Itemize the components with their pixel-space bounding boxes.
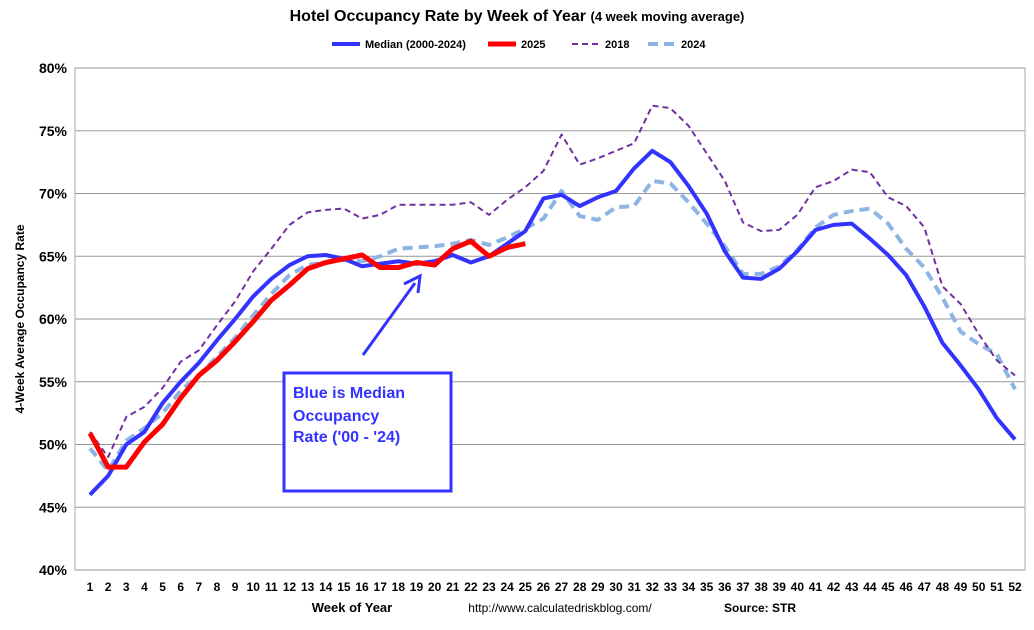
- x-tick-label: 38: [754, 580, 768, 594]
- x-tick-label: 41: [809, 580, 823, 594]
- url-note: http://www.calculatedriskblog.com/: [468, 601, 652, 615]
- x-tick-label: 7: [195, 580, 202, 594]
- y-tick-label: 80%: [39, 60, 68, 76]
- y-axis-label: 4-Week Average Occupancy Rate: [13, 224, 27, 413]
- x-tick-label: 5: [159, 580, 166, 594]
- x-tick-label: 21: [446, 580, 460, 594]
- x-tick-label: 39: [773, 580, 787, 594]
- legend-label: 2025: [521, 39, 545, 51]
- x-tick-label: 11: [265, 580, 278, 594]
- x-tick-label: 43: [845, 580, 859, 594]
- x-tick-label: 17: [374, 580, 388, 594]
- annotation-arrow: [361, 282, 417, 356]
- x-tick-label: 14: [319, 580, 333, 594]
- legend-label: Median (2000-2024): [365, 39, 466, 51]
- x-tick-label: 10: [247, 580, 261, 594]
- x-tick-label: 51: [990, 580, 1004, 594]
- x-tick-label: 46: [899, 580, 913, 594]
- x-tick-label: 2: [105, 580, 112, 594]
- annotation-box: [282, 371, 453, 493]
- x-axis-label: Week of Year: [312, 600, 392, 615]
- series-line-2018: [89, 104, 1016, 459]
- x-tick-label: 3: [123, 580, 130, 594]
- x-tick-label: 40: [791, 580, 805, 594]
- x-tick-label: 49: [954, 580, 968, 594]
- arrow-head-icon: [403, 273, 422, 294]
- x-tick-label: 42: [827, 580, 841, 594]
- x-tick-label: 28: [573, 580, 587, 594]
- x-tick-label: 31: [627, 580, 641, 594]
- series-line-2024: [88, 178, 1017, 473]
- x-tick-label: 16: [355, 580, 369, 594]
- x-tick-label: 35: [700, 580, 714, 594]
- annotation-line-3: Rate ('00 - '24): [293, 429, 400, 446]
- x-tick-label: 36: [718, 580, 732, 594]
- x-tick-label: 50: [972, 580, 986, 594]
- series-lines: [87, 104, 1017, 497]
- y-tick-label: 70%: [39, 186, 68, 202]
- x-axis-ticks: 1 2 3 4 5 6 7 8 9 10 11 12 13 14 15 16 17 18 19 20 21 22 23 24 2…: [87, 580, 1022, 594]
- x-tick-label: 12: [283, 580, 297, 594]
- x-tick-label: 33: [664, 580, 678, 594]
- x-tick-label: 26: [537, 580, 551, 594]
- x-tick-label: 27: [555, 580, 569, 594]
- x-tick-label: 8: [214, 580, 221, 594]
- x-tick-label: 45: [881, 580, 895, 594]
- series-line-2025: [87, 238, 526, 470]
- x-tick-label: 13: [301, 580, 315, 594]
- legend-label: 2018: [605, 39, 629, 51]
- y-tick-label: 60%: [39, 311, 68, 327]
- x-tick-label: 18: [392, 580, 406, 594]
- x-tick-label: 24: [500, 580, 514, 594]
- legend: Median (2000-2024) 2025 2018 2024: [332, 39, 706, 51]
- y-tick-label: 50%: [39, 437, 68, 453]
- x-tick-label: 19: [410, 580, 424, 594]
- x-tick-label: 34: [682, 580, 696, 594]
- source-note: Source: STR: [724, 601, 796, 615]
- x-tick-label: 29: [591, 580, 605, 594]
- x-tick-label: 47: [918, 580, 932, 594]
- x-tick-label: 25: [519, 580, 533, 594]
- x-tick-label: 4: [141, 580, 148, 594]
- y-tick-label: 45%: [39, 499, 68, 515]
- y-tick-label: 55%: [39, 374, 68, 390]
- x-tick-label: 37: [736, 580, 750, 594]
- x-tick-label: 1: [87, 580, 94, 594]
- x-tick-label: 44: [863, 580, 877, 594]
- x-tick-label: 22: [464, 580, 478, 594]
- x-tick-label: 23: [482, 580, 496, 594]
- annotation-line-2: Occupancy: [293, 408, 379, 425]
- x-tick-label: 52: [1008, 580, 1022, 594]
- legend-label: 2024: [681, 39, 706, 51]
- y-tick-label: 75%: [39, 123, 68, 139]
- series-line-median-2000-2024-: [88, 148, 1017, 497]
- x-tick-label: 32: [646, 580, 660, 594]
- annotation: Blue is Median Occupancy Rate ('00 - '24…: [282, 273, 453, 493]
- x-tick-label: 6: [177, 580, 184, 594]
- x-tick-label: 48: [936, 580, 950, 594]
- y-axis-ticks: 40% 45% 50% 55% 60% 65% 70% 75% 80%: [39, 60, 68, 578]
- x-tick-label: 15: [337, 580, 351, 594]
- x-tick-label: 30: [609, 580, 623, 594]
- y-tick-label: 65%: [39, 248, 68, 264]
- gridlines: [74, 67, 1026, 571]
- chart-title: Hotel Occupancy Rate by Week of Year (4 …: [290, 8, 745, 25]
- y-tick-label: 40%: [39, 562, 68, 578]
- x-tick-label: 9: [232, 580, 239, 594]
- x-tick-label: 20: [428, 580, 442, 594]
- annotation-line-1: Blue is Median: [293, 385, 405, 402]
